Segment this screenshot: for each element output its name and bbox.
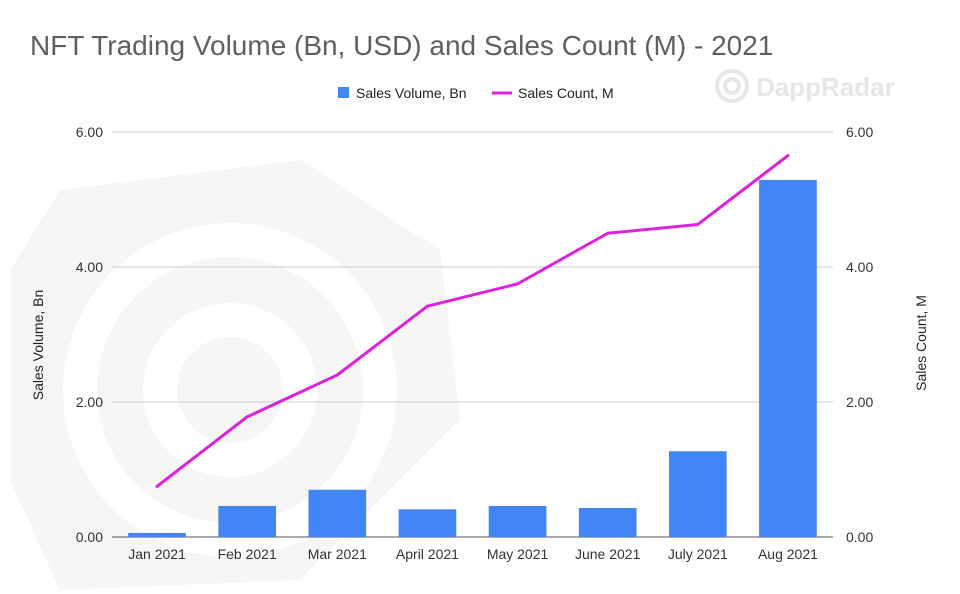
bar-sales-volume xyxy=(578,507,637,537)
x-axis-ticks: Jan 2021 Feb 2021 Mar 2021 April 2021 May 20… xyxy=(128,546,818,562)
x-tick-label: Aug 2021 xyxy=(758,546,818,562)
bar-sales-volume xyxy=(308,489,367,537)
bar-sales-volume xyxy=(218,505,277,537)
y-tick-label: 0.00 xyxy=(76,529,103,545)
y-axis-ticks: 0.00 2.00 4.00 6.00 xyxy=(76,124,103,545)
series-line-sales-count xyxy=(155,154,790,488)
x-tick-label: May 2021 xyxy=(487,546,549,562)
y-axis-title: Sales Volume, Bn xyxy=(30,290,46,401)
bars-sales-volume xyxy=(128,179,817,538)
x-tick-label: Mar 2021 xyxy=(308,546,367,562)
dappradar-watermark: DappRadar xyxy=(714,68,914,108)
point-sales-count xyxy=(245,415,249,419)
legend-label-sales-count: Sales Count, M xyxy=(518,85,614,101)
y2-tick-label: 6.00 xyxy=(846,124,873,140)
watermark-text: DappRadar xyxy=(756,72,895,102)
y-tick-label: 2.00 xyxy=(76,394,103,410)
point-sales-count xyxy=(696,222,700,226)
x-tick-label: Jan 2021 xyxy=(128,546,186,562)
y2-tick-label: 2.00 xyxy=(846,394,873,410)
y2-tick-label: 4.00 xyxy=(846,259,873,275)
legend-label-sales-volume: Sales Volume, Bn xyxy=(356,85,467,101)
bar-sales-volume xyxy=(398,509,457,537)
legend: Sales Volume, Bn Sales Count, M xyxy=(338,85,614,101)
bar-sales-volume xyxy=(488,505,547,537)
x-tick-label: April 2021 xyxy=(396,546,459,562)
y2-tick-label: 0.00 xyxy=(846,529,873,545)
bar-sales-volume xyxy=(759,179,817,538)
bar-sales-volume xyxy=(668,451,727,537)
point-sales-count xyxy=(606,231,610,235)
x-tick-label: Feb 2021 xyxy=(218,546,277,562)
x-tick-label: June 2021 xyxy=(575,546,641,562)
legend-swatch-sales-volume xyxy=(338,87,349,98)
point-sales-count xyxy=(425,304,429,308)
line-sales-count xyxy=(155,154,790,488)
bar-sales-volume xyxy=(128,532,186,537)
y-tick-label: 4.00 xyxy=(76,259,103,275)
point-sales-count xyxy=(155,484,159,488)
point-sales-count xyxy=(335,373,339,377)
y2-axis-title: Sales Count, M xyxy=(913,295,929,391)
y-tick-label: 6.00 xyxy=(76,124,103,140)
y2-axis-ticks: 0.00 2.00 4.00 6.00 xyxy=(846,124,873,545)
x-tick-label: July 2021 xyxy=(668,546,728,562)
point-sales-count xyxy=(786,154,790,158)
dappradar-logo-icon xyxy=(715,69,749,103)
chart-title: NFT Trading Volume (Bn, USD) and Sales C… xyxy=(30,30,774,61)
point-sales-count xyxy=(516,282,520,286)
